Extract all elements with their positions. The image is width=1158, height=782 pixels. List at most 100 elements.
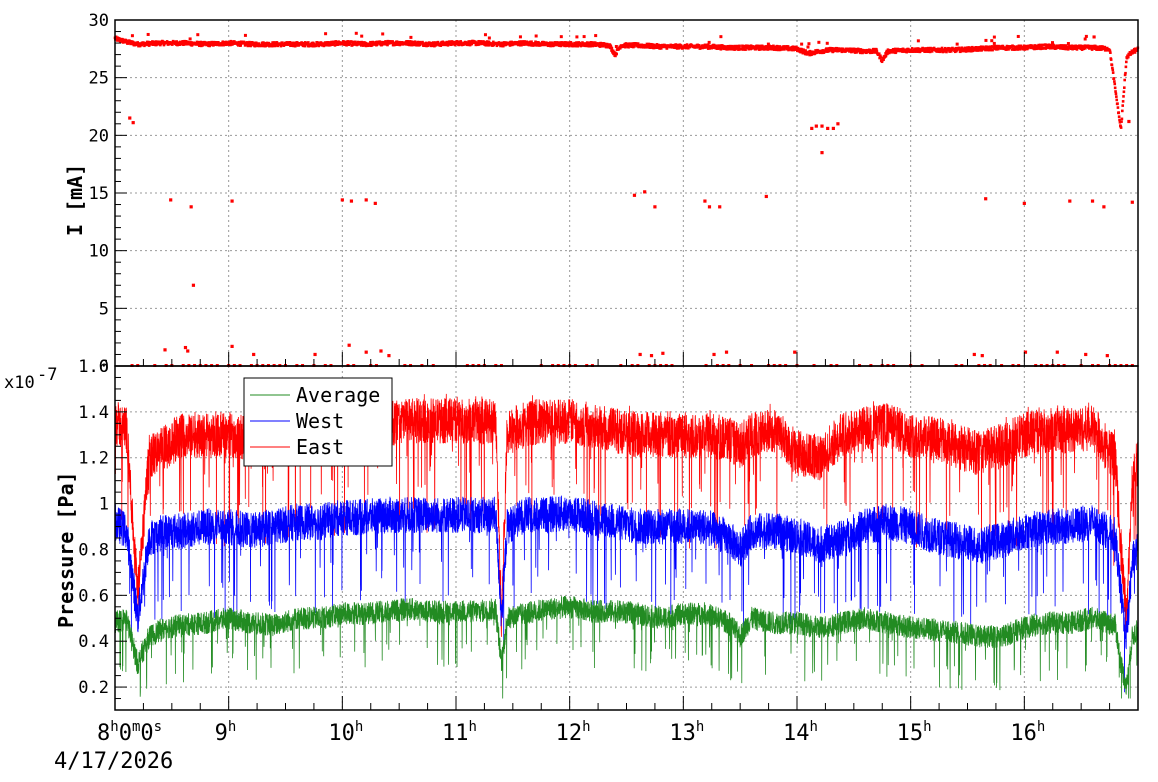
current-point bbox=[775, 48, 778, 52]
current-outlier-point bbox=[1090, 199, 1095, 203]
current-point bbox=[239, 43, 243, 47]
current-point bbox=[902, 50, 905, 53]
current-point bbox=[249, 44, 252, 48]
current-point bbox=[984, 48, 987, 52]
current-point bbox=[1079, 44, 1083, 48]
pressure-y-tick-label: 0.8 bbox=[78, 540, 109, 560]
current-point bbox=[253, 44, 257, 48]
current-point bbox=[940, 46, 944, 50]
current-point bbox=[671, 46, 674, 49]
current-point bbox=[1118, 120, 1122, 124]
current-point bbox=[198, 44, 201, 48]
current-point bbox=[696, 45, 699, 49]
current-point bbox=[942, 48, 946, 51]
current-point bbox=[809, 50, 812, 54]
current-point bbox=[445, 40, 449, 44]
current-point bbox=[1126, 55, 1130, 59]
current-outlier-point bbox=[724, 350, 729, 354]
current-point bbox=[1124, 71, 1127, 75]
current-point bbox=[916, 50, 920, 53]
time-unit: 0 bbox=[119, 721, 132, 746]
current-point bbox=[271, 44, 275, 48]
legend-label-average: Average bbox=[296, 383, 380, 407]
current-point bbox=[879, 54, 882, 58]
current-point bbox=[887, 51, 891, 55]
current-point bbox=[448, 40, 452, 43]
current-point bbox=[549, 44, 552, 48]
current-point bbox=[534, 34, 538, 38]
current-point bbox=[1109, 58, 1113, 61]
current-point bbox=[606, 43, 610, 47]
current-point bbox=[737, 48, 740, 51]
current-y-tick-label: 30 bbox=[89, 11, 109, 31]
current-point bbox=[718, 44, 722, 47]
current-point bbox=[1122, 90, 1126, 94]
time-unit: h bbox=[696, 719, 704, 735]
current-point bbox=[178, 43, 182, 46]
current-outlier-point bbox=[718, 205, 722, 209]
current-point bbox=[960, 46, 964, 50]
pressure-y-tick-label: 0.2 bbox=[78, 678, 109, 698]
current-point bbox=[221, 40, 225, 44]
current-point bbox=[482, 40, 486, 44]
current-point bbox=[785, 47, 789, 51]
current-point bbox=[852, 50, 855, 53]
current-point bbox=[630, 45, 634, 49]
time-hour: 16 bbox=[1010, 721, 1036, 746]
current-point bbox=[408, 40, 412, 43]
current-point bbox=[426, 44, 429, 47]
current-point bbox=[807, 51, 810, 55]
time-unit: h bbox=[810, 719, 818, 735]
current-point bbox=[601, 44, 605, 48]
current-point bbox=[1103, 45, 1107, 49]
current-outlier-point bbox=[820, 151, 824, 155]
current-outlier-point bbox=[313, 352, 317, 357]
current-point bbox=[291, 41, 295, 45]
current-point bbox=[598, 43, 601, 47]
current-point bbox=[1047, 44, 1051, 48]
current-point bbox=[421, 40, 424, 44]
current-point bbox=[859, 48, 863, 51]
current-point bbox=[906, 47, 910, 51]
current-point bbox=[518, 35, 522, 39]
current-outlier-point bbox=[984, 197, 988, 201]
current-point bbox=[1113, 82, 1117, 86]
current-point bbox=[872, 47, 876, 51]
current-point bbox=[966, 46, 969, 49]
current-point bbox=[778, 45, 782, 48]
current-y-tick-label: 0 bbox=[99, 357, 109, 377]
current-outlier-point bbox=[189, 205, 193, 209]
current-point bbox=[759, 47, 763, 51]
current-point bbox=[955, 42, 959, 46]
current-point bbox=[1121, 100, 1125, 103]
current-point bbox=[146, 43, 149, 47]
current-point bbox=[927, 50, 930, 54]
current-point bbox=[348, 42, 352, 45]
current-point bbox=[114, 35, 118, 39]
current-point bbox=[415, 43, 418, 47]
current-point bbox=[485, 43, 488, 46]
time-axis-label-3: 11h bbox=[442, 719, 477, 746]
current-point bbox=[756, 44, 759, 48]
current-point bbox=[936, 47, 940, 51]
current-point bbox=[116, 39, 119, 42]
current-point bbox=[237, 40, 241, 44]
current-point bbox=[1039, 43, 1042, 47]
current-point bbox=[875, 48, 878, 51]
current-point bbox=[825, 41, 829, 45]
current-point bbox=[1066, 48, 1070, 51]
current-point bbox=[578, 41, 581, 45]
current-point bbox=[407, 41, 411, 45]
current-point bbox=[487, 36, 491, 40]
current-outlier-point bbox=[661, 351, 665, 355]
current-outlier-point bbox=[169, 198, 173, 202]
time-axis-label-8: 16h bbox=[1010, 719, 1045, 746]
current-point bbox=[975, 45, 978, 49]
current-point bbox=[1117, 111, 1121, 114]
current-point bbox=[657, 43, 660, 47]
current-point bbox=[592, 43, 595, 47]
current-point bbox=[979, 46, 982, 50]
time-hour: 12 bbox=[556, 721, 583, 746]
pressure-y-tick-label: 1.4 bbox=[78, 403, 109, 423]
